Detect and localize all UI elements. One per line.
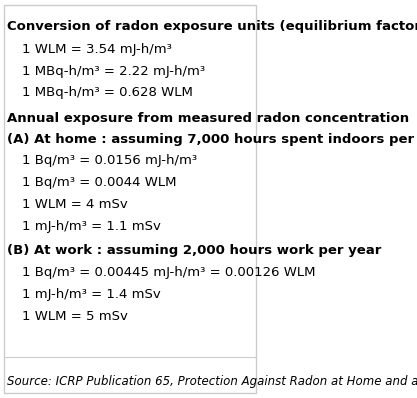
Text: 1 mJ-h/m³ = 1.4 mSv: 1 mJ-h/m³ = 1.4 mSv [22,288,161,301]
Text: 1 Bq/m³ = 0.00445 mJ-h/m³ = 0.00126 WLM: 1 Bq/m³ = 0.00445 mJ-h/m³ = 0.00126 WLM [22,266,316,279]
Text: 1 Bq/m³ = 0.0156 mJ-h/m³: 1 Bq/m³ = 0.0156 mJ-h/m³ [22,154,197,167]
Text: 1 Bq/m³ = 0.0044 WLM: 1 Bq/m³ = 0.0044 WLM [22,176,176,189]
Text: 1 WLM = 5 mSv: 1 WLM = 5 mSv [22,310,128,323]
Text: Annual exposure from measured radon concentration: Annual exposure from measured radon conc… [7,112,409,125]
Text: 1 WLM = 4 mSv: 1 WLM = 4 mSv [22,198,128,211]
Text: Conversion of radon exposure units (equilibrium factor = 0.40): Conversion of radon exposure units (equi… [7,20,417,33]
Text: 1 MBq-h/m³ = 0.628 WLM: 1 MBq-h/m³ = 0.628 WLM [22,86,193,100]
Text: (B) At work : assuming 2,000 hours work per year: (B) At work : assuming 2,000 hours work … [7,244,381,258]
Text: 1 mJ-h/m³ = 1.1 mSv: 1 mJ-h/m³ = 1.1 mSv [22,220,161,232]
Text: (A) At home : assuming 7,000 hours spent indoors per year: (A) At home : assuming 7,000 hours spent… [7,133,417,146]
Text: 1 MBq-h/m³ = 2.22 mJ-h/m³: 1 MBq-h/m³ = 2.22 mJ-h/m³ [22,64,205,78]
FancyBboxPatch shape [4,5,256,393]
Text: 1 WLM = 3.54 mJ-h/m³: 1 WLM = 3.54 mJ-h/m³ [22,43,172,56]
Text: Source: ICRP Publication 65, Protection Against Radon at Home and at Work: Source: ICRP Publication 65, Protection … [7,375,417,388]
